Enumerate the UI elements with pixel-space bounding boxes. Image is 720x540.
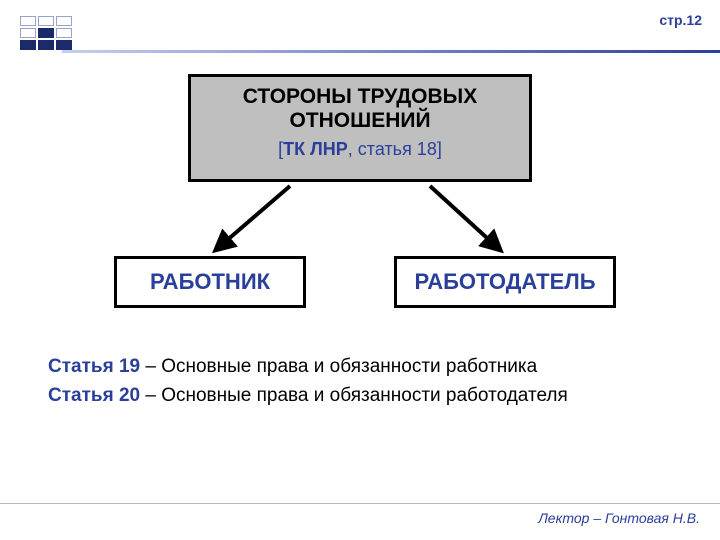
arrow-right — [430, 186, 498, 248]
child-box-employer: РАБОТОДАТЕЛЬ — [394, 256, 616, 308]
body-line-1: Статья 19 – Основные права и обязанности… — [48, 352, 672, 381]
slide: стр.12 СТОРОНЫ ТРУДОВЫХ ОТНОШЕНИЙ [ТК ЛН… — [0, 0, 720, 540]
child-box-employee: РАБОТНИК — [114, 256, 306, 308]
article-19-label: Статья 19 — [48, 356, 140, 377]
article-20-label: Статья 20 — [48, 385, 140, 406]
footer-lecturer: Лектор – Гонтовая Н.В. — [538, 510, 700, 526]
arrow-left — [218, 186, 290, 248]
body-text: Статья 19 – Основные права и обязанности… — [48, 352, 672, 411]
article-20-text: – Основные права и обязанности работодат… — [140, 385, 568, 406]
article-19-text: – Основные права и обязанности работника — [140, 356, 537, 377]
body-line-2: Статья 20 – Основные права и обязанности… — [48, 381, 672, 410]
footer-line — [0, 503, 720, 504]
